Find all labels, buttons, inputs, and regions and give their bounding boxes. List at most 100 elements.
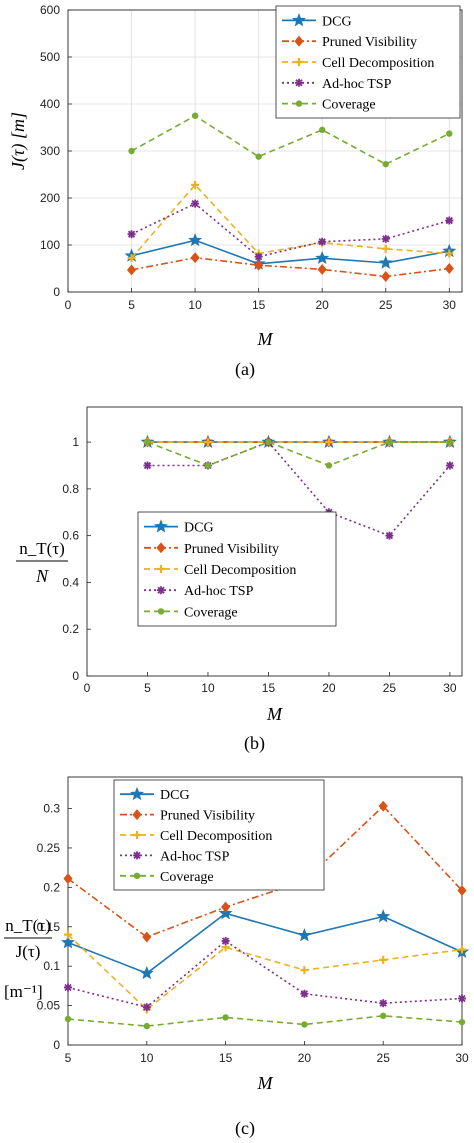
series-line [67,1014,463,1027]
y-tick-label: 0.15 [37,920,61,934]
x-tick-label: 30 [455,1051,469,1065]
legend: DCG Pruned Visibility Cell Decomposition Ad… [113,779,325,891]
data-point [297,928,312,942]
series-coverage [64,1012,466,1030]
data-point [127,254,136,263]
x-tick-label: 30 [443,298,457,312]
data-point [191,199,200,208]
legend-label: Ad-hoc TSP [160,849,230,864]
figure-caption: (c) [235,1118,255,1139]
data-point [126,264,137,276]
legend: DCG Pruned Visibility Cell Decomposition Ad… [275,5,461,119]
figure-caption: (b) [244,733,265,754]
data-point [445,249,454,258]
legend-box [113,779,325,891]
y-tick-label: 0 [72,669,79,683]
legend-label: Cell Decomposition [322,56,434,71]
series-line [67,912,463,975]
y-axis-unit: [m⁻¹] [4,982,43,1001]
legend-label: Coverage [184,605,238,620]
series-line [147,441,451,537]
y-tick-label: 0.2 [43,880,60,894]
legend-label: Ad-hoc TSP [184,584,254,599]
legend-swatch-marker [157,586,165,595]
y-tick-label: 300 [40,144,60,158]
legend-label: DCG [160,788,190,803]
series-line [67,934,463,1011]
data-point [378,800,388,812]
data-point [144,438,151,446]
data-point [315,250,330,265]
data-point [64,930,72,939]
data-point [64,1015,72,1023]
chart-c: 5 10 15 20 25 30 0 0.05 0.1 0.15 0.2 0.25 0.3 Mn_T(τ)… [4,776,469,1139]
y-tick-label: 400 [40,97,60,111]
data-point [325,462,333,469]
x-tick-label: 15 [252,298,266,312]
legend-label: DCG [322,14,352,29]
data-point [446,130,453,137]
series-line [147,441,450,467]
data-point [376,909,391,923]
series-line [67,805,463,938]
data-point [378,255,393,269]
legend-box [137,511,337,627]
legend: DCG Pruned Visibility Cell Decomposition Ad… [137,511,337,627]
legend-swatch-marker [295,78,303,87]
series-line [131,202,450,258]
figure-caption: (a) [235,359,255,380]
y-tick-label: 500 [40,50,60,64]
data-point [318,237,327,246]
x-tick-label: 0 [65,298,72,312]
series-ad-hoc-tsp [64,936,466,1012]
y-axis-label-numerator: n_T(τ) [5,916,51,935]
legend-swatch-marker [157,608,165,615]
series-ad-hoc-tsp [127,199,454,261]
legend-swatch-marker [295,58,303,66]
data-point [222,1014,229,1021]
legend-swatch-marker [132,809,142,821]
chart-b: 0 5 10 15 20 25 30 0 0.2 0.4 0.6 0.8 1 Mn_T(τ) N DCG Pru… [16,406,463,754]
data-point [204,462,212,469]
y-tick-label: 200 [40,191,60,205]
legend-swatch-marker [156,542,166,554]
legend-label: DCG [184,521,214,536]
data-point [265,438,272,446]
data-point [458,994,466,1003]
data-point [143,461,152,470]
y-axis-label-numerator: n_T(τ) [19,539,65,558]
data-point [379,999,388,1008]
series-coverage [128,112,453,168]
x-tick-label: 5 [65,1051,72,1065]
data-point [445,216,454,225]
legend-label: Pruned Visibility [322,35,417,50]
legend-swatch-marker [133,831,141,839]
x-tick-label: 25 [377,1051,391,1065]
legend-swatch-marker [295,100,303,107]
legend-swatch-marker [154,519,168,533]
data-point [458,945,466,954]
x-tick-label: 5 [144,681,151,695]
y-tick-label: 0.8 [62,482,79,496]
x-tick-label: 30 [443,681,457,695]
axes-box [67,776,463,1046]
x-axis-label: M [257,329,274,349]
data-point [300,966,309,975]
data-point [445,461,454,470]
data-point [457,885,467,896]
y-tick-label: 0.3 [43,802,60,816]
x-axis-label: M [257,1073,274,1093]
y-axis-label-denominator: J(τ) [16,942,41,961]
data-point [218,906,233,920]
legend-swatch-marker [133,851,141,860]
data-point [64,983,72,992]
data-point [63,873,73,885]
data-point [381,234,390,243]
y-tick-label: 600 [40,3,60,17]
data-point [324,438,333,447]
y-axis-label-denominator: N [35,566,49,586]
data-point [221,901,231,913]
data-point [318,126,326,134]
axes-box [86,406,463,677]
